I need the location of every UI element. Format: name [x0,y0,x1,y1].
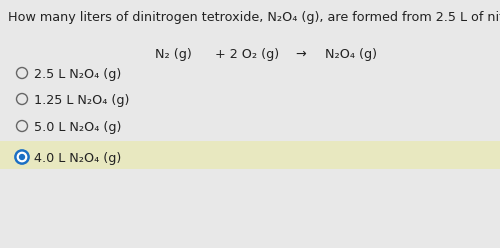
Text: N₂O₄ (g): N₂O₄ (g) [325,48,377,61]
Circle shape [20,155,24,159]
Text: 1.25 L N₂O₄ (g): 1.25 L N₂O₄ (g) [34,94,130,107]
Circle shape [18,152,26,162]
Text: 5.0 L N₂O₄ (g): 5.0 L N₂O₄ (g) [34,121,122,134]
Circle shape [15,150,29,164]
FancyBboxPatch shape [0,141,500,169]
Text: 4.0 L N₂O₄ (g): 4.0 L N₂O₄ (g) [34,152,121,165]
Text: 2.5 L N₂O₄ (g): 2.5 L N₂O₄ (g) [34,68,121,81]
Text: How many liters of dinitrogen tetroxide, N₂O₄ (g), are formed from 2.5 L of nitr: How many liters of dinitrogen tetroxide,… [8,11,500,24]
Text: + 2 O₂ (g): + 2 O₂ (g) [215,48,279,61]
Text: →: → [295,48,306,61]
Text: N₂ (g): N₂ (g) [155,48,192,61]
